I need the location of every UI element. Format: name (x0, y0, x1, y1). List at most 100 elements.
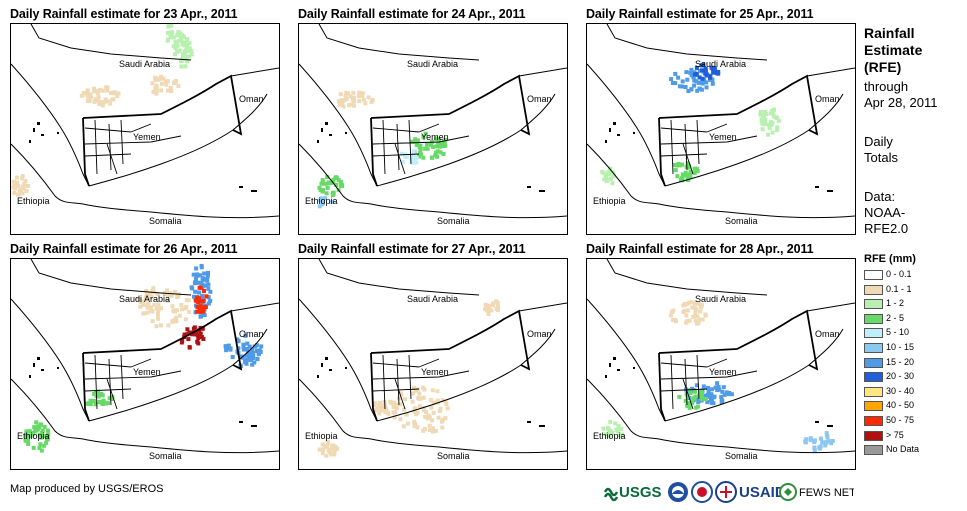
coastline-red-sea (299, 298, 378, 422)
map-label-oman: Oman (239, 329, 264, 339)
legend-label: 10 - 15 (886, 342, 915, 352)
panel-title-6: Daily Rainfall estimate for 28 Apr., 201… (586, 242, 814, 256)
map-label-saudi-arabia: Saudi Arabia (119, 59, 170, 69)
panel-title-3: Daily Rainfall estimate for 25 Apr., 201… (586, 7, 814, 21)
rainfall-map-apr26: Saudi Arabia Oman Yemen Ethiopia Somalia (10, 258, 280, 470)
coastline-horn (11, 378, 279, 454)
logo-strip: USGS USAID FEWS NET (604, 481, 854, 503)
legend-swatch (864, 445, 883, 456)
yemen-west-border (370, 352, 378, 422)
islands (29, 122, 257, 192)
rain-cells (223, 333, 264, 369)
sidebar-totals: Totals (864, 150, 898, 165)
noaa-logo-icon (668, 482, 688, 502)
usaid-logo: USAID (715, 481, 786, 503)
rain-cells (392, 385, 450, 434)
map-label-ethiopia: Ethiopia (17, 431, 50, 441)
islands (29, 357, 257, 427)
map-credit: Map produced by USGS/EROS (10, 483, 164, 495)
panel-title-5: Daily Rainfall estimate for 27 Apr., 201… (298, 242, 526, 256)
coastline-arabia-south (88, 93, 268, 187)
map-label-ethiopia: Ethiopia (17, 196, 50, 206)
rain-cells (669, 67, 715, 93)
rain-cells (372, 399, 399, 416)
panel-title-1: Daily Rainfall estimate for 23 Apr., 201… (10, 7, 238, 21)
map-label-yemen: Yemen (133, 132, 161, 142)
saudi-north-border (606, 259, 768, 296)
islands (317, 122, 545, 192)
map-label-somalia: Somalia (725, 451, 758, 461)
sidebar-daily: Daily (864, 134, 893, 149)
legend-swatch (864, 357, 883, 368)
fewsnet-logo: FEWS NET (779, 483, 854, 501)
legend-swatch (864, 313, 883, 324)
yemen-border (658, 309, 819, 371)
rain-cells (399, 149, 419, 165)
map-label-somalia: Somalia (149, 451, 182, 461)
coastline-horn (299, 143, 567, 219)
sidebar-source-1: NOAA- (864, 205, 906, 220)
saudi-north-border (606, 24, 768, 61)
panel-title-2: Daily Rainfall estimate for 24 Apr., 201… (298, 7, 526, 21)
rain-cells (803, 431, 835, 453)
coastline-horn (11, 143, 279, 219)
map-label-oman: Oman (239, 94, 264, 104)
map-label-somalia: Somalia (725, 216, 758, 226)
rain-cells (337, 90, 375, 109)
rain-cells (668, 300, 708, 326)
map-label-oman: Oman (815, 94, 840, 104)
yemen-border (658, 74, 819, 136)
legend-swatch (864, 386, 883, 397)
legend-label: 1 - 2 (886, 298, 905, 309)
oman-border (518, 302, 567, 312)
yemen-border (370, 74, 531, 136)
rainfall-map-apr23: Saudi Arabia Oman Yemen Ethiopia Somalia (10, 23, 280, 235)
legend-swatch (864, 372, 883, 383)
coastline-horn (587, 378, 855, 454)
legend-swatch (864, 284, 883, 295)
map-label-saudi-arabia: Saudi Arabia (407, 59, 458, 69)
rain-cells (23, 420, 51, 453)
legend-label: 2 - 5 (886, 312, 905, 323)
legend-swatch (864, 299, 883, 310)
fewsnet-logo-text: FEWS NET (799, 487, 854, 499)
legend-label: 0 - 0.1 (886, 269, 912, 279)
map-label-ethiopia: Ethiopia (593, 196, 626, 206)
rain-cells (85, 389, 115, 407)
map-label-yemen: Yemen (421, 367, 449, 377)
governorate-lines (84, 354, 182, 410)
yemen-west-border (370, 117, 378, 187)
sidebar-title-line1: Rainfall (864, 25, 915, 41)
yemen-west-border (658, 352, 666, 422)
legend-swatch (864, 328, 883, 339)
rainfall-map-apr25: Saudi Arabia Oman Yemen Ethiopia Somalia (586, 23, 856, 235)
legend-label: 20 - 30 (886, 371, 915, 382)
rain-cells (692, 62, 721, 81)
coastline-arabia-south (88, 328, 268, 422)
legend-swatch (864, 343, 883, 353)
usaid-logo-text: USAID (739, 484, 786, 501)
rainfall-map-apr24: Saudi Arabia Oman Yemen Ethiopia Somalia (298, 23, 568, 235)
coastline-red-sea (11, 298, 90, 422)
governorate-lines (660, 119, 758, 175)
saudi-north-border (30, 259, 192, 296)
legend-swatch (864, 430, 883, 441)
sidebar-source-2: RFE2.0 (864, 221, 909, 236)
map-label-yemen: Yemen (133, 367, 161, 377)
map-label-oman: Oman (527, 94, 552, 104)
panel-title-4: Daily Rainfall estimate for 26 Apr., 201… (10, 242, 238, 256)
map-label-saudi-arabia: Saudi Arabia (695, 59, 746, 69)
saudi-north-border (318, 259, 480, 296)
rain-cells (165, 24, 184, 44)
coastline-arabia-south (376, 93, 556, 187)
rain-cells (11, 174, 31, 197)
rainfall-map-apr27: Saudi Arabia Oman Yemen Ethiopia Somalia (298, 258, 568, 470)
legend-swatch (864, 416, 883, 426)
governorate-lines (84, 119, 182, 175)
coastline-arabia-south (664, 328, 844, 422)
sidebar-title-line3: (RFE) (864, 59, 902, 75)
islands (317, 357, 545, 427)
map-label-somalia: Somalia (149, 216, 182, 226)
rain-cells (317, 440, 340, 458)
rain-cells (317, 175, 345, 197)
